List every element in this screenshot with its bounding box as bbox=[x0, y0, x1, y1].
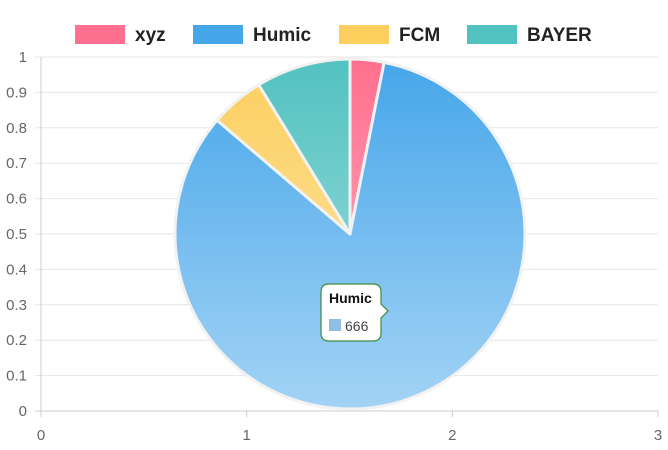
legend-swatch bbox=[75, 25, 125, 44]
legend-label: BAYER bbox=[527, 25, 592, 46]
pie-slice-humic[interactable] bbox=[173, 60, 527, 411]
y-tick-label: 0.9 bbox=[6, 84, 27, 101]
legend-label: FCM bbox=[399, 25, 440, 46]
legend: xyz Humic FCM BAYER bbox=[75, 25, 592, 46]
legend-swatch bbox=[193, 25, 243, 44]
x-tick-label: 1 bbox=[242, 427, 250, 444]
legend-swatch bbox=[339, 25, 389, 44]
y-tick-label: 0.6 bbox=[6, 191, 27, 208]
tooltip-title: Humic bbox=[329, 290, 372, 306]
y-tick-label: 0.5 bbox=[6, 226, 27, 243]
y-tick-label: 0.4 bbox=[6, 261, 27, 278]
tooltip: Humic 666 bbox=[320, 283, 389, 342]
axis-layer: 0 0.1 0.2 0.3 0.4 0.5 0.6 0.7 0.8 0.9 1 0 1 2 3 bbox=[6, 49, 662, 444]
legend-item[interactable]: Humic bbox=[193, 25, 312, 46]
tooltip-value: 666 bbox=[345, 318, 369, 334]
y-tick-label: 0.2 bbox=[6, 332, 27, 349]
pie-slice-bayer[interactable] bbox=[257, 57, 352, 236]
x-tick-label: 0 bbox=[37, 427, 45, 444]
slice-layer bbox=[173, 57, 527, 411]
legend-item[interactable]: BAYER bbox=[467, 25, 592, 46]
y-tick-label: 0.1 bbox=[6, 368, 27, 385]
y-tick-label: 1 bbox=[19, 49, 27, 66]
y-tick-label: 0 bbox=[19, 403, 27, 420]
x-tick-label: 2 bbox=[448, 427, 456, 444]
y-tick-label: 0.3 bbox=[6, 297, 27, 314]
legend-label: Humic bbox=[253, 25, 312, 46]
legend-item[interactable]: xyz bbox=[75, 25, 166, 46]
legend-item[interactable]: FCM bbox=[339, 25, 440, 46]
tooltip-swatch bbox=[329, 319, 341, 331]
y-tick-label: 0.8 bbox=[6, 120, 27, 137]
y-tick-label: 0.7 bbox=[6, 155, 27, 172]
x-tick-label: 3 bbox=[654, 427, 662, 444]
legend-label: xyz bbox=[135, 25, 166, 46]
legend-swatch bbox=[467, 25, 517, 44]
